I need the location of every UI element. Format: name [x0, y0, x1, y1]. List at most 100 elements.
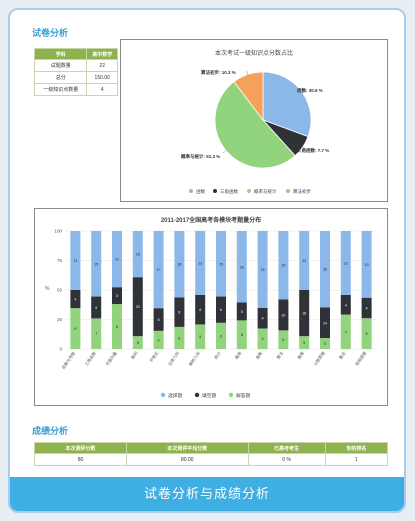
bar-segment: [91, 296, 102, 319]
x-tick-label: 统计: [212, 350, 222, 360]
bar-segment: [216, 231, 226, 297]
bar-segment: [195, 294, 206, 325]
bar-data-label: 5: [95, 306, 97, 310]
pie-leader-line: [302, 90, 306, 93]
bar-segment: [132, 231, 143, 278]
bar-segment: [236, 320, 247, 349]
pie-slice: [233, 71, 264, 122]
score-header: 本次测评平均分数: [125, 442, 249, 454]
pie-leader-line: [302, 146, 307, 150]
pie-chart: 函数: 30.6 % 三角函数: 7.7 % 概率与统计: 51.3 % 算法初步: …: [181, 69, 329, 195]
bar-data-label: 4: [158, 338, 160, 342]
info-header-value: 高中数学: [86, 48, 118, 60]
bar-segment: [112, 231, 122, 288]
bar-segment: [320, 231, 330, 308]
bar-data-label: 14: [323, 321, 327, 325]
bar-segment: [361, 297, 372, 319]
pie-chart-panel: 本次考试一级知识点分数占比 函数: 30.6 % 三角函数: 7.7 % 概率与统计…: [120, 39, 388, 202]
bar-segment: [278, 231, 289, 300]
footer-banner: 试卷分析与成绩分析: [10, 477, 404, 511]
table-row: 一级知识点数量 4: [33, 83, 118, 96]
x-tick-label: 常用逻辑: [353, 350, 367, 367]
bar-data-label: 6: [199, 308, 201, 312]
info-value: 4: [86, 83, 118, 96]
pie-slice: [214, 81, 296, 169]
legend-swatch: [189, 189, 193, 193]
bar-data-label: 18: [136, 253, 140, 257]
bar-segment: [91, 231, 102, 297]
bar-data-label: 13: [365, 263, 369, 267]
y-tick-label: 100: [54, 229, 62, 234]
bar-data-label: 3: [116, 294, 118, 298]
bar-data-label: 6: [220, 334, 222, 338]
bar-data-label: 5: [158, 318, 160, 322]
y-tick-label: 50: [57, 288, 63, 293]
y-axis-label: %: [45, 286, 50, 292]
info-table: 学科 高中数学 试题数量 22 总分 150.00 一级知识点数量 4: [33, 48, 118, 96]
legend-entry: 解答题: [236, 392, 251, 399]
bar-data-label: 13: [344, 261, 348, 265]
bar-data-label: 10: [281, 313, 285, 317]
info-value: 22: [86, 59, 118, 72]
paper-section-title: 试卷分析: [32, 28, 69, 38]
x-tick-label: 概率: [233, 350, 243, 360]
score-section-title: 成绩分析: [32, 426, 69, 436]
bar-segment: [299, 336, 310, 349]
table-row: 80 80.00 0 % 1: [34, 453, 389, 466]
score-cell: 1: [324, 453, 389, 466]
bar-segment: [132, 277, 143, 337]
score-header: 已高考考生: [247, 442, 326, 454]
legend-swatch: [160, 392, 166, 398]
bar-segment: [153, 308, 164, 331]
info-label: 一级知识点数量: [33, 83, 88, 96]
bar-data-label: 15: [94, 262, 98, 266]
bar-segment: [340, 314, 351, 349]
y-tick-label: 0: [59, 347, 62, 352]
bar-segment: [320, 307, 330, 339]
bar-data-label: 22: [281, 264, 285, 268]
bar-chart: 0255075100%9413函数与导数7515三角函数8310平面向量5231…: [45, 229, 377, 399]
bar-data-label: 23: [302, 259, 306, 263]
bar-data-label: 7: [95, 332, 97, 336]
bar-data-label: 4: [366, 306, 368, 310]
bar-data-label: 9: [74, 327, 76, 331]
bar-segment: [236, 302, 247, 321]
score-cell: 80.00: [125, 453, 249, 466]
report-frame: 试卷分析 学科 高中数学 试题数量 22 总分 150.00 一级知识点数量 4…: [8, 8, 406, 513]
bar-segment: [278, 299, 289, 331]
bar-segment: [340, 231, 351, 295]
x-tick-label: 推理: [296, 350, 306, 360]
bar-data-label: 35: [323, 268, 327, 272]
bar-segment: [299, 290, 310, 337]
bar-segment: [70, 231, 81, 290]
bar-data-label: 6: [282, 338, 284, 342]
x-tick-label: 数列: [129, 350, 139, 360]
score-header: 你的排名: [324, 442, 389, 454]
legend-swatch: [247, 189, 251, 193]
score-cell: 0 %: [247, 453, 326, 466]
bar-segment: [195, 231, 206, 295]
x-tick-label: 三角函数: [83, 350, 97, 367]
pie-data-label: 三角函数: 7.7 %: [297, 147, 329, 154]
bar-data-label: 8: [178, 311, 180, 315]
bar-data-label: 20: [240, 265, 244, 269]
legend-swatch: [286, 189, 290, 193]
info-label: 总分: [33, 71, 88, 84]
score-table: 本次测评分数 本次测评平均分数 已高考考生 你的排名 80 80.00 0 % …: [34, 442, 389, 466]
pie-slice: [262, 71, 312, 138]
x-tick-label: 计数原理: [312, 350, 326, 367]
bar-segment: [340, 294, 351, 315]
legend-entry: 函数: [196, 188, 205, 195]
score-header: 本次测评分数: [34, 442, 127, 454]
x-tick-label: 算法: [275, 350, 285, 360]
bar-data-label: 18: [177, 263, 181, 267]
y-tick-label: 25: [57, 317, 63, 322]
bar-segment: [70, 308, 81, 349]
bar-data-label: 13: [73, 259, 77, 263]
bar-segment: [257, 307, 268, 329]
bar-data-label: 15: [219, 262, 223, 266]
bar-data-label: 23: [136, 305, 140, 309]
bar-segment: [112, 287, 122, 305]
bar-segment: [153, 231, 164, 309]
bar-segment: [257, 231, 268, 308]
